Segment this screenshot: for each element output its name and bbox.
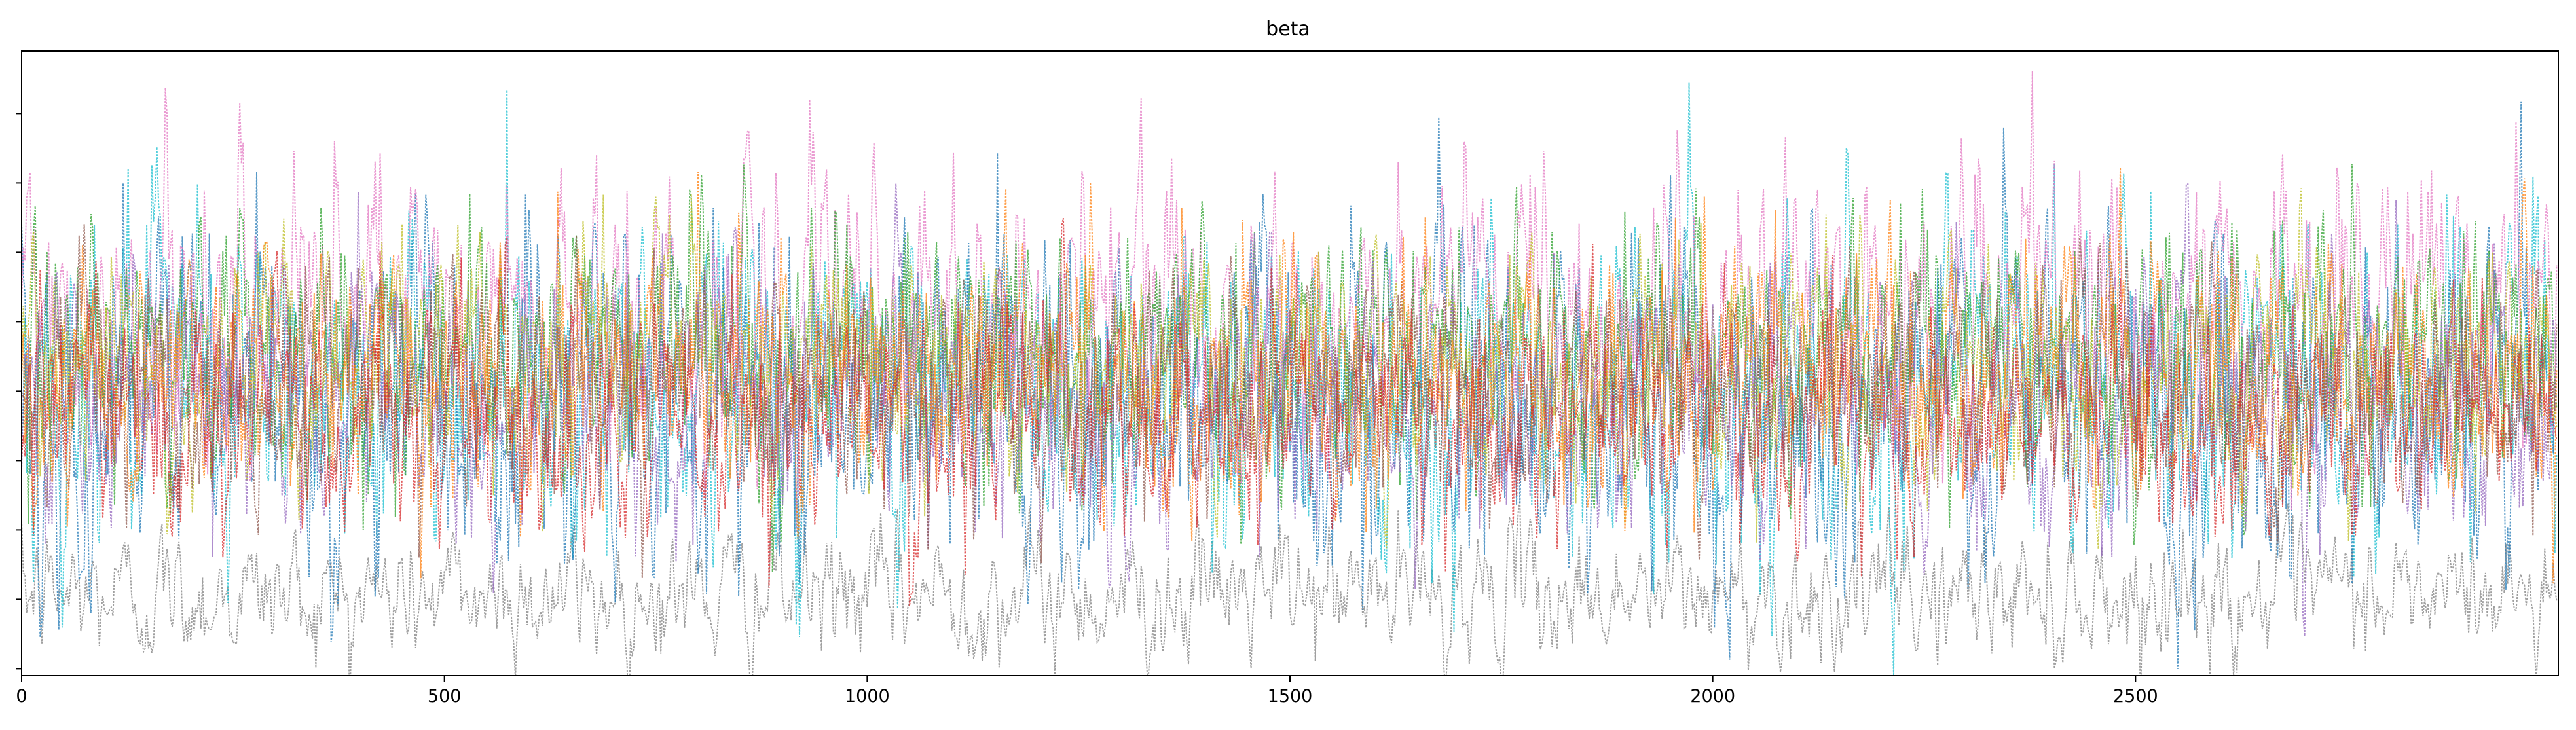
x-tick-label: 0 [16,686,27,706]
x-tick-label: 2000 [1690,686,1735,706]
series-trace-10 [22,217,2558,606]
series-trace-6 [22,188,2558,549]
x-tick-label: 1500 [1268,686,1313,706]
plot-area: 0 500 1000 1500 2000 2500 [16,50,2559,706]
chart-title: beta [1266,18,1310,41]
x-tick-label: 1000 [845,686,890,706]
x-tick-label: 500 [428,686,462,706]
series-traces [22,71,2558,676]
series-trace-1 [22,500,2558,676]
series-trace-7 [22,183,2558,636]
y-axis-ticks [16,113,22,670]
series-trace-9 [22,167,2558,584]
x-axis-ticks: 0 500 1000 1500 2000 2500 [16,676,2158,706]
axes-frame [21,50,2559,676]
x-tick-label: 2500 [2113,686,2158,706]
